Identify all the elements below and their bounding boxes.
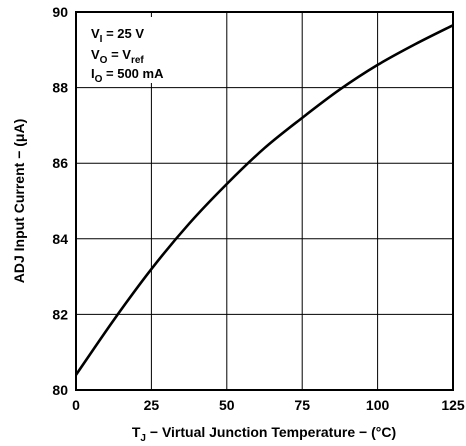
x-tick-label: 50 bbox=[219, 397, 235, 413]
x-tick-label: 125 bbox=[441, 397, 465, 413]
y-tick-label: 90 bbox=[52, 4, 68, 20]
x-tick-label: 100 bbox=[366, 397, 390, 413]
x-tick-label: 75 bbox=[294, 397, 310, 413]
y-tick-label: 86 bbox=[52, 155, 68, 171]
y-tick-labels: 80 82 84 86 88 90 bbox=[52, 4, 68, 398]
y-axis-title: ADJ Input Current − (μA) bbox=[11, 119, 27, 284]
condition-vi: VI = 25 V bbox=[91, 26, 144, 45]
condition-io: IO = 500 mA bbox=[91, 66, 164, 85]
condition-vo: VO = Vref bbox=[91, 47, 144, 66]
x-tick-label: 0 bbox=[72, 397, 80, 413]
conditions-box bbox=[78, 17, 181, 83]
y-tick-label: 84 bbox=[52, 231, 68, 247]
y-tick-label: 88 bbox=[52, 80, 68, 96]
x-tick-labels: 0 25 50 75 100 125 bbox=[72, 397, 465, 413]
x-tick-label: 25 bbox=[144, 397, 160, 413]
y-tick-label: 82 bbox=[52, 306, 68, 322]
grid-lines bbox=[76, 12, 453, 390]
series-line bbox=[74, 24, 454, 376]
y-tick-label: 80 bbox=[52, 382, 68, 398]
plot-frame bbox=[75, 11, 454, 391]
x-axis-title: TJ − Virtual Junction Temperature − (°C) bbox=[132, 424, 396, 444]
